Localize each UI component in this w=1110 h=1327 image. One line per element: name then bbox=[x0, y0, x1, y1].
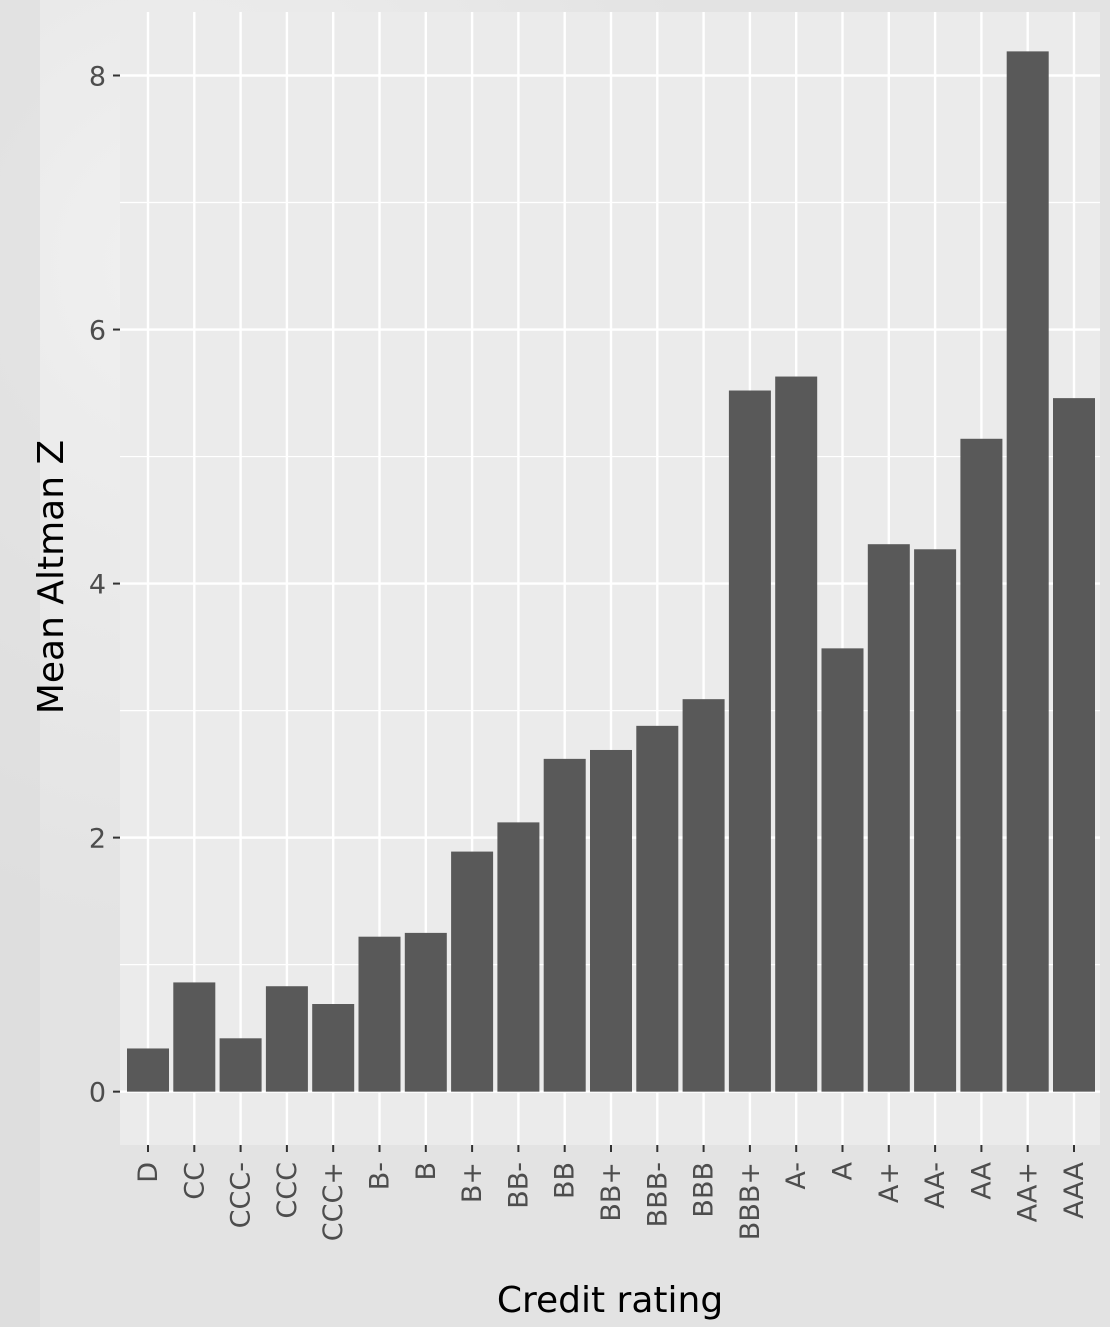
bar-AA+ bbox=[1006, 51, 1049, 1092]
bar-CC bbox=[173, 982, 216, 1092]
x-tick-label: BBB+ bbox=[735, 1162, 766, 1240]
bar-BBB- bbox=[636, 725, 679, 1092]
x-tick-label: B+ bbox=[457, 1162, 488, 1203]
bar-D bbox=[127, 1048, 169, 1092]
x-tick-label: CCC+ bbox=[318, 1162, 349, 1241]
y-tick-label: 6 bbox=[89, 316, 106, 347]
bar-AAA bbox=[1053, 398, 1095, 1092]
x-tick-label: BB+ bbox=[596, 1162, 627, 1222]
x-tick-label: A+ bbox=[874, 1162, 905, 1203]
y-tick-label: 0 bbox=[89, 1078, 106, 1109]
x-tick-label: BB- bbox=[503, 1162, 534, 1209]
x-tick-label: B bbox=[411, 1162, 442, 1181]
x-tick-label: AA bbox=[966, 1161, 997, 1199]
bars bbox=[127, 51, 1095, 1092]
bar-AA- bbox=[914, 549, 957, 1092]
x-tick-label: BB bbox=[550, 1162, 581, 1199]
bar-BBB bbox=[682, 699, 725, 1092]
y-tick-label: 2 bbox=[89, 824, 106, 855]
bar-CCC bbox=[265, 986, 308, 1092]
x-tick-label: CCC bbox=[272, 1162, 303, 1219]
bar-B+ bbox=[451, 851, 494, 1092]
y-axis-title: Mean Altman Z bbox=[31, 440, 72, 714]
bar-BB bbox=[543, 758, 586, 1092]
bar-A- bbox=[775, 376, 818, 1092]
bar-BB- bbox=[497, 822, 540, 1092]
x-tick-label: AA+ bbox=[1013, 1162, 1044, 1222]
x-tick-label: CCC- bbox=[226, 1162, 257, 1228]
x-tick-label: A bbox=[828, 1161, 859, 1180]
bar-A bbox=[821, 648, 864, 1092]
bar-BBB+ bbox=[728, 390, 771, 1092]
bar-A+ bbox=[867, 544, 910, 1092]
x-tick-label: D bbox=[133, 1162, 164, 1183]
bar-AA bbox=[960, 438, 1003, 1092]
x-tick-label: A- bbox=[781, 1162, 812, 1190]
bar-B bbox=[404, 932, 447, 1092]
y-tick-label: 4 bbox=[89, 570, 106, 601]
bar-BB+ bbox=[590, 749, 632, 1092]
x-tick-label: AAA bbox=[1059, 1161, 1090, 1218]
x-tick-label: CC bbox=[179, 1162, 210, 1200]
y-tick-label: 8 bbox=[89, 62, 106, 93]
x-tick-label: BBB bbox=[689, 1162, 720, 1218]
y-axis: 0 2 4 6 8 bbox=[89, 62, 120, 1109]
bar-B- bbox=[358, 936, 401, 1092]
x-axis-title: Credit rating bbox=[497, 1280, 723, 1321]
x-tick-label: BBB- bbox=[642, 1162, 673, 1227]
bar-CCC- bbox=[219, 1038, 262, 1092]
x-axis: D CC CCC- CCC CCC+ B- B B+ BB- BB BB+ BBB- BBB BBB+ A-… bbox=[133, 1145, 1090, 1241]
x-tick-label: AA- bbox=[920, 1162, 951, 1209]
x-tick-label: B- bbox=[365, 1162, 396, 1190]
bar-CCC+ bbox=[312, 1004, 355, 1092]
